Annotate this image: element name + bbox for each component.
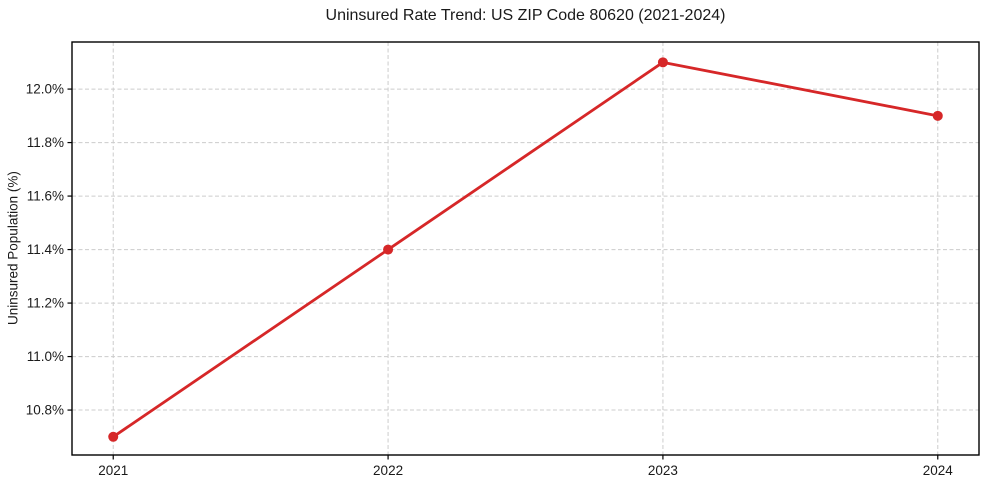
y-tick-label: 10.8%: [26, 403, 64, 418]
data-point-marker: [108, 431, 119, 442]
x-tick-label: 2024: [923, 463, 954, 478]
data-point-marker: [657, 57, 668, 68]
chart-title: Uninsured Rate Trend: US ZIP Code 80620 …: [325, 7, 726, 24]
y-tick-label: 11.8%: [27, 135, 64, 150]
x-tick-label: 2023: [648, 463, 678, 478]
y-tick-label: 11.6%: [27, 189, 64, 204]
trend-line: [111, 60, 940, 439]
x-tick-label: 2021: [98, 463, 128, 478]
data-point-marker: [383, 244, 394, 255]
y-tick-label: 11.4%: [27, 242, 64, 257]
y-tick-label: 11.2%: [27, 296, 64, 311]
y-tick-label: 12.0%: [26, 82, 64, 97]
data-point-marker: [932, 110, 943, 121]
plot-border: [71, 41, 980, 456]
x-tick-label: 2022: [373, 463, 403, 478]
y-tick-label: 11.0%: [27, 349, 64, 364]
